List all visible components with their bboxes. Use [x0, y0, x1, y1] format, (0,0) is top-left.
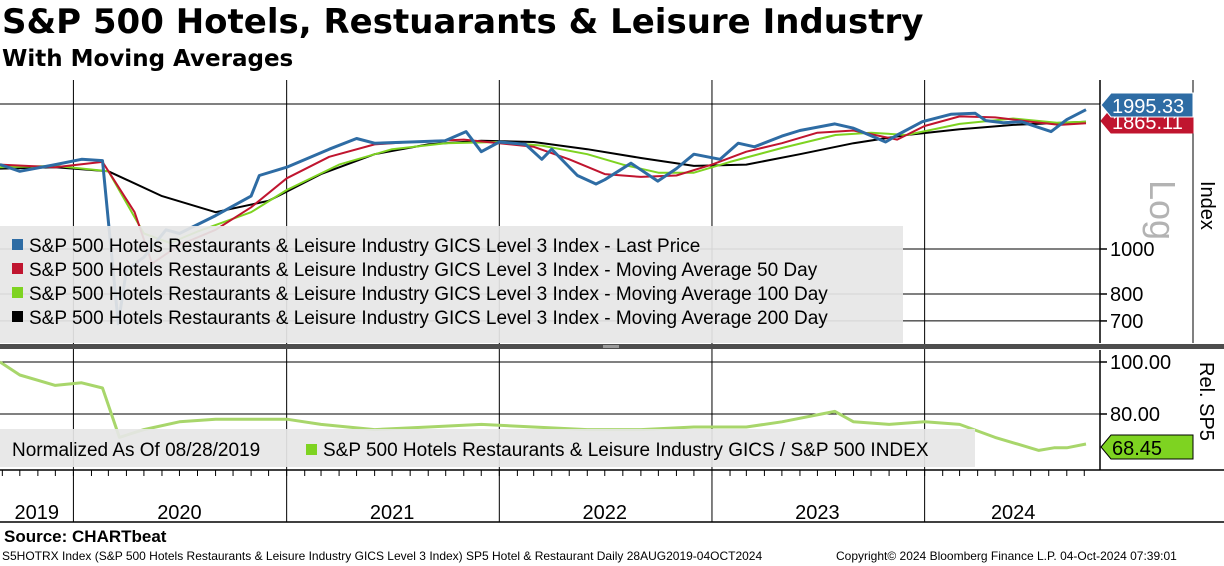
legend-swatch	[12, 239, 23, 250]
legends: S&P 500 Hotels Restaurants & Leisure Ind…	[0, 226, 975, 467]
x-tick-label: 2023	[795, 502, 840, 524]
upper-tick-label: 700	[1110, 311, 1143, 333]
lower-tick-label: 80.00	[1110, 404, 1160, 426]
series-line-ma100	[0, 117, 1087, 244]
lower-y-axis-title: Rel. SP5	[1195, 362, 1217, 441]
upper-y-axis-title: Index	[1196, 181, 1218, 230]
upper-legend-box	[0, 226, 903, 343]
legend-entry-relative: S&P 500 Hotels Restaurants & Leisure Ind…	[323, 440, 929, 461]
x-tick-label: 2020	[157, 502, 202, 524]
footer-copyright: Copyright© 2024 Bloomberg Finance L.P. 0…	[836, 549, 1177, 563]
legend-swatch	[12, 311, 23, 322]
legend-entry: S&P 500 Hotels Restaurants & Leisure Ind…	[29, 284, 828, 305]
legend-entry: S&P 500 Hotels Restaurants & Leisure Ind…	[29, 236, 700, 257]
panel-divider-handle[interactable]	[603, 345, 619, 348]
legend-entry: S&P 500 Hotels Restaurants & Leisure Ind…	[29, 308, 828, 329]
legend-entry: S&P 500 Hotels Restaurants & Leisure Ind…	[29, 260, 818, 281]
upper-tick-label: 800	[1110, 284, 1143, 306]
normalized-note: Normalized As Of 08/28/2019	[12, 440, 260, 461]
x-tick-label: 2022	[583, 502, 628, 524]
upper-tick-label: 1000	[1110, 239, 1155, 261]
log-scale-label: Log	[1142, 180, 1183, 240]
lower-tick-label: 100.00	[1110, 352, 1171, 374]
x-tick-label: 2019	[14, 502, 59, 524]
page-title: S&P 500 Hotels, Restuarants & Leisure In…	[2, 2, 924, 42]
last-price-value-tag-shape	[1100, 92, 1194, 118]
source-label: Source: CHARTbeat	[4, 527, 167, 546]
page-subtitle: With Moving Averages	[2, 46, 294, 72]
lower-legend-box	[0, 429, 975, 467]
relative-value-tag-shape	[1100, 434, 1194, 460]
legend-swatch-relative	[306, 444, 317, 455]
legend-swatch	[12, 287, 23, 298]
x-tick-label: 2024	[991, 502, 1036, 524]
x-tick-label: 2021	[370, 502, 415, 524]
axes: 1000 800 700 100.00 80.00 Index Log Rel. SP5 201…	[0, 80, 1224, 524]
legend-swatch	[12, 263, 23, 274]
last-price-value-tag-text: 1995.33	[1112, 96, 1184, 118]
series-line-ma200	[0, 120, 1087, 214]
relative-value-tag-text: 68.45	[1112, 438, 1162, 460]
footer-description: S5HOTRX Index (S&P 500 Hotels Restaurant…	[2, 549, 763, 563]
